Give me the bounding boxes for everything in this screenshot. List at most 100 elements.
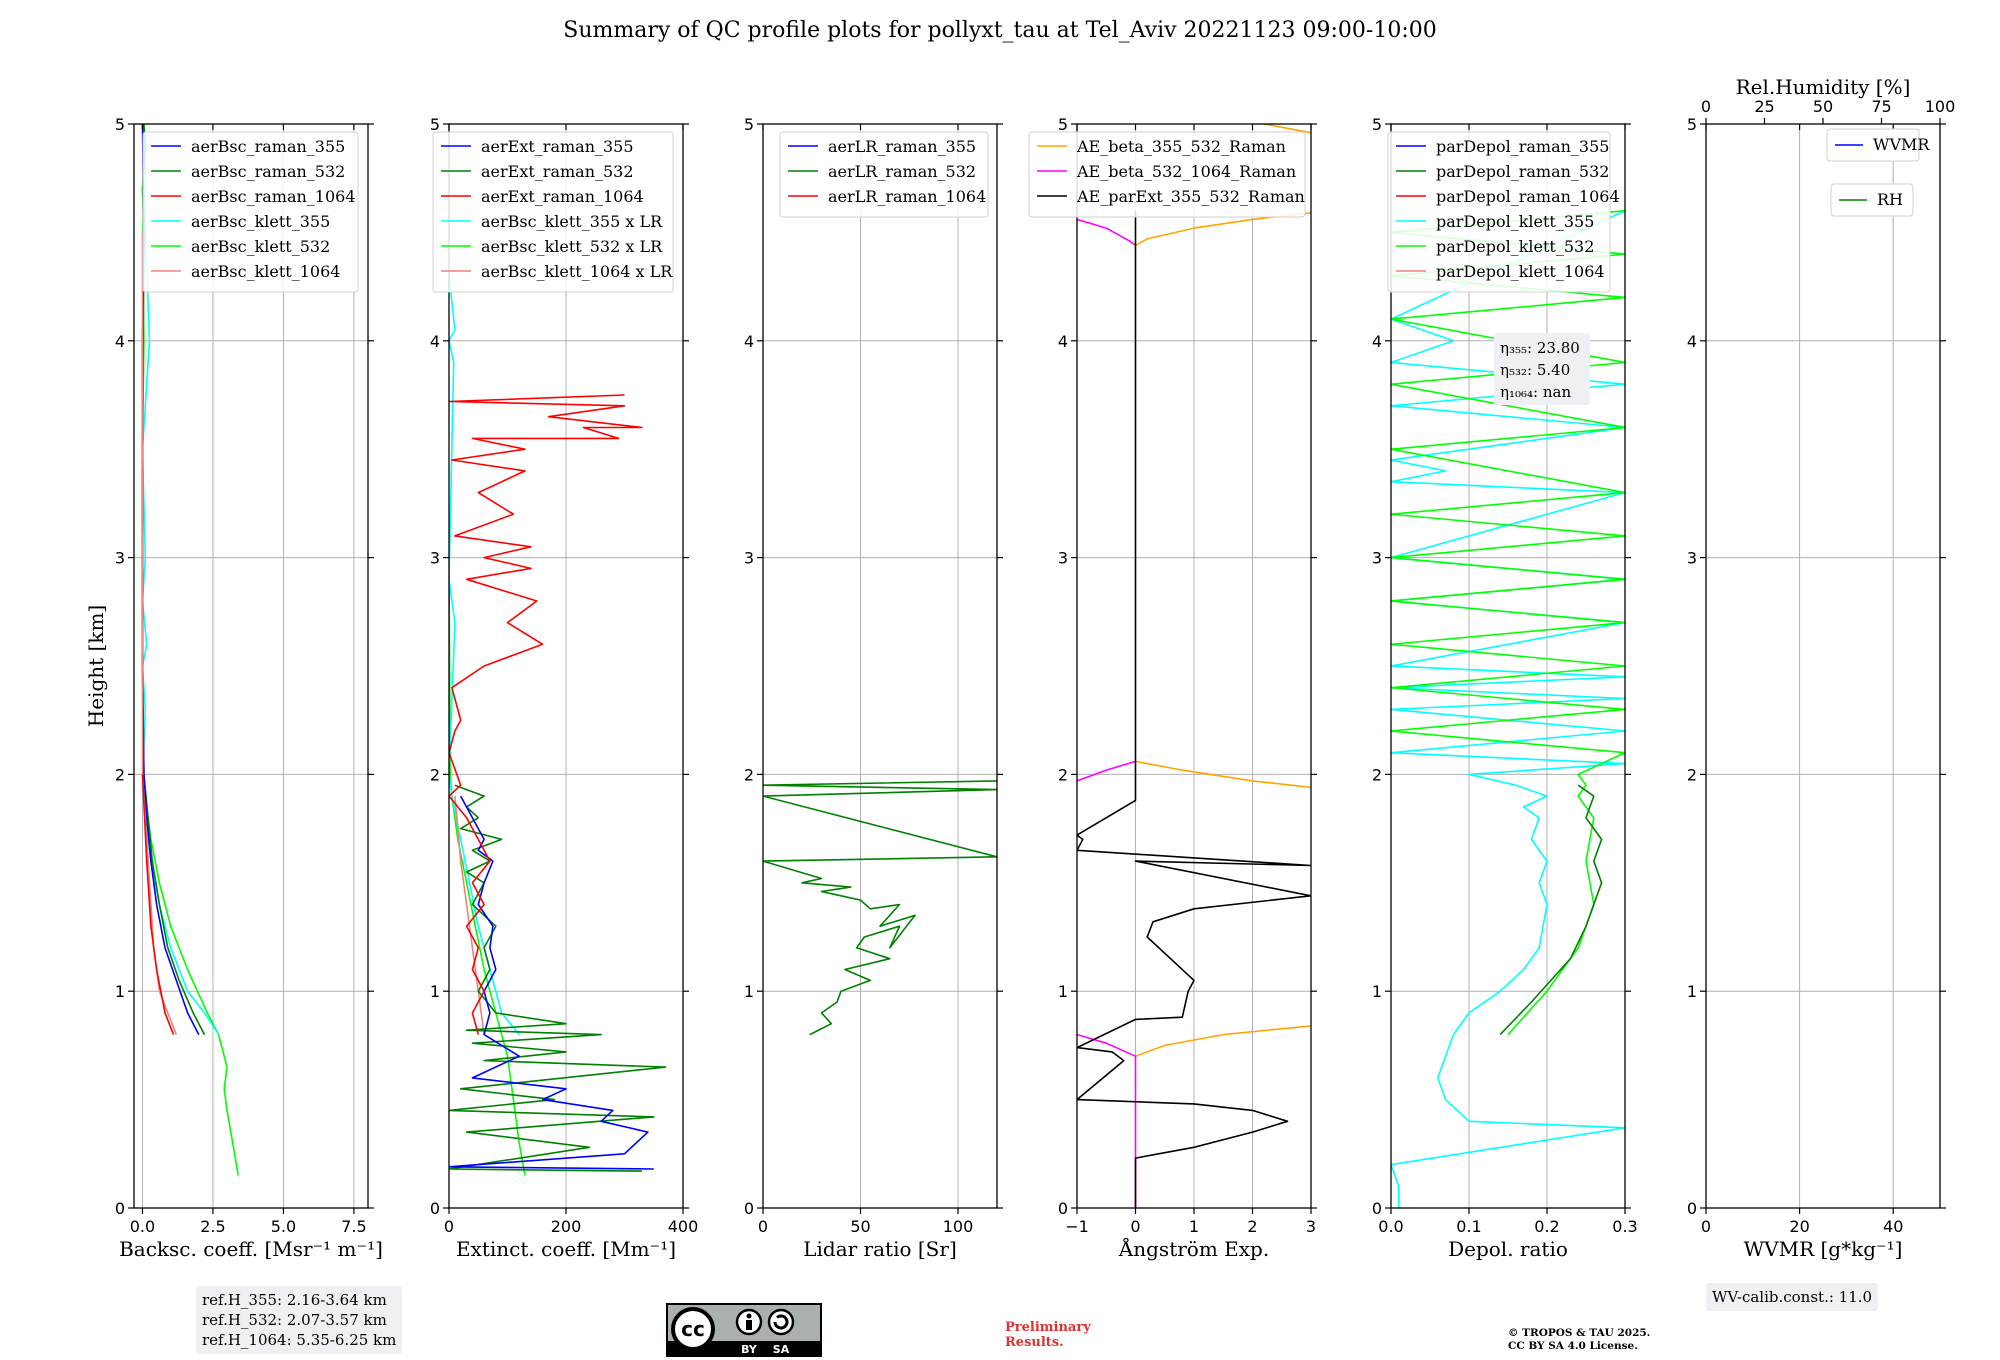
xtick-label: 100 [943,1217,974,1236]
ytick-label: 3 [1058,549,1068,568]
legend-bsc: aerBsc_raman_355 aerBsc_raman_532 aerBsc_r… [142,131,359,293]
series-line-ae-beta-355-532-raman [1135,1025,1311,1057]
ytick-label: 5 [1687,115,1697,134]
legend-label: parDepol_raman_355 [1436,137,1609,156]
series-line-ae-parext-355-532-raman [1077,210,1311,1208]
legend-label: aerBsc_klett_355 x LR [481,212,663,231]
ytick-label: 4 [1687,332,1697,351]
preliminary-results-note: Preliminary Results. [1005,1320,1091,1350]
ytick-label: 2 [744,765,754,784]
series-line-aerbsc-klett-1064 [141,232,178,1035]
ytick-label: 1 [1372,982,1382,1001]
series-line-ae-beta-355-532-raman-4 [1261,124,1311,134]
series-line-ae-beta-532-1064-raman-3 [1077,218,1136,247]
series-group-lr [763,780,997,1036]
xtick-label: 0.2 [1534,1217,1559,1236]
ytick-label: 1 [430,982,440,1001]
xtick-label: 0 [758,1217,768,1236]
ref-height-1064: ref.H_1064: 5.35-6.25 km [202,1331,397,1349]
eta-line: η₃₅₅: 23.80 [1500,339,1580,357]
legend-label: AE_beta_532_1064_Raman [1076,162,1296,181]
ytick-label: 3 [744,549,754,568]
legend-label: WVMR [1873,135,1930,154]
legend-depol: parDepol_raman_355 parDepol_raman_532 parD… [1387,131,1620,293]
ytick-label: 1 [115,982,125,1001]
legend-box [142,131,359,293]
panel-depol: 0.0 0.1 0.2 0.3 0 1 2 3 4 5 Depol. ratio parDepol_r… [1372,115,1638,1261]
xtick-label: 0.3 [1612,1217,1637,1236]
xtick-label: −1 [1065,1217,1089,1236]
series-group-bsc [141,124,240,1176]
xtick-label: 2.5 [200,1217,225,1236]
ytick-label: 3 [430,549,440,568]
xtick-label: 0 [444,1217,454,1236]
reference-height-box: ref.H_355: 2.16-3.64 km ref.H_532: 2.07-… [196,1286,403,1354]
legend-box [1387,131,1611,293]
ytick-label: 4 [115,332,125,351]
xtick-label: 0.0 [1378,1217,1403,1236]
xtick-label: 0.0 [130,1217,155,1236]
top-axis-label: Rel.Humidity [%] [1736,75,1911,99]
legend-label: aerBsc_raman_355 [191,137,345,156]
legend-label: aerBsc_raman_1064 [191,187,356,206]
wv-calibration-box: WV-calib.const.: 11.0 [1706,1283,1879,1311]
ytick-label: 4 [1372,332,1382,351]
sa-share-arrow [773,1314,789,1330]
legend-label: aerLR_raman_532 [828,162,976,181]
legend-ext: aerExt_raman_355 aerExt_raman_532 aerExt_r… [432,131,674,293]
legend-label: AE_beta_355_532_Raman [1076,137,1286,156]
x-axis-label: Backsc. coeff. [Msr⁻¹ m⁻¹] [119,1237,383,1261]
legend-box-1 [1830,183,1914,217]
legend-label: aerBsc_klett_1064 x LR [481,262,673,281]
sa-share-icon [767,1308,795,1336]
ytick-label: 4 [1058,332,1068,351]
legend-lr: aerLR_raman_355 aerLR_raman_532 aerLR_rama… [779,131,989,218]
x-axis-label: Lidar ratio [Sr] [803,1237,957,1261]
series-line-aerlr-raman-532 [763,780,997,1036]
axes-frame [762,123,998,1209]
xtick-label: 50 [850,1217,870,1236]
legend-wv: WVMR RH [1826,128,1930,217]
top-xtick-label: 50 [1813,97,1833,116]
legend-label: parDepol_klett_355 [1436,212,1594,231]
panel-wv: 0 20 40 0 1 2 3 4 5 WVMR [g*kg⁻¹] 0 25 50 75 100 Rel.Hu… [1687,75,1955,1261]
axes-frame [1705,123,1941,1209]
legend-label: parDepol_raman_1064 [1436,187,1620,206]
series-line-aerext-raman-1064 [449,394,643,1035]
copyright-note: © TROPOS & TAU 2025. CC BY SA 4.0 Licens… [1508,1327,1650,1353]
axes-frame [1390,123,1626,1209]
ytick-label: 2 [430,765,440,784]
legend-label: aerLR_raman_355 [828,137,976,156]
legend-label: aerBsc_raman_532 [191,162,345,181]
xtick-label: 20 [1789,1217,1809,1236]
series-group-ae [1077,124,1311,1208]
ytick-label: 0 [1058,1199,1068,1218]
eta-line: η₅₃₂: 5.40 [1500,361,1570,379]
ytick-label: 3 [1372,549,1382,568]
cc-license-badge: cc BY SA [666,1303,822,1357]
xtick-label: 0 [1701,1217,1711,1236]
series-group-depol [1391,209,1625,1208]
xtick-label: 5.0 [271,1217,296,1236]
ytick-label: 3 [115,549,125,568]
legend-label: aerBsc_klett_1064 [191,262,340,281]
by-person-body [746,1320,752,1330]
xtick-label: 40 [1883,1217,1903,1236]
legend-label: parDepol_klett_1064 [1436,262,1605,281]
legend-label: aerExt_raman_355 [481,137,634,156]
cc-logo-text: cc [681,1317,705,1341]
ytick-label: 3 [1687,549,1697,568]
legend-label: aerExt_raman_532 [481,162,634,181]
x-axis-label: Extinct. coeff. [Mm⁻¹] [456,1237,676,1261]
panel-ext: 0 200 400 0 1 2 3 4 5 Extinct. coeff. [Mm⁻¹] aerEx… [430,115,698,1261]
ytick-label: 2 [1687,765,1697,784]
series-line-aerbsc-klett-355-x-lr [449,275,520,1036]
ytick-label: 0 [1372,1199,1382,1218]
panel-lr: 0 50 100 0 1 2 3 4 5 Lidar ratio [Sr] aerLR_raman_… [744,115,1003,1261]
top-xtick-label: 75 [1871,97,1891,116]
legend-label: aerBsc_klett_355 [191,212,330,231]
ytick-label: 2 [1058,765,1068,784]
series-line-aerbsc-klett-355 [141,124,220,1036]
series-line-aerext-raman-532 [449,784,667,1172]
